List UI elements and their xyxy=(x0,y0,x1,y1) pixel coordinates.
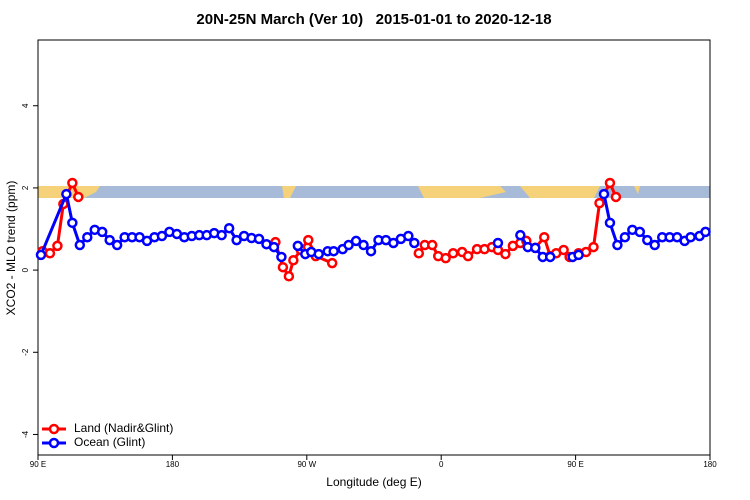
data-point xyxy=(700,226,711,238)
data-point xyxy=(604,177,616,189)
data-point xyxy=(326,257,338,269)
map-strip xyxy=(38,186,710,198)
data-point xyxy=(604,217,616,229)
data-point xyxy=(61,188,72,200)
data-point xyxy=(642,234,653,246)
data-point xyxy=(52,240,63,252)
y-tick-label: 4 xyxy=(21,103,30,108)
data-point xyxy=(216,229,227,241)
data-point xyxy=(231,234,242,246)
data-point xyxy=(634,226,646,238)
data-point xyxy=(44,248,56,259)
data-point xyxy=(343,239,354,251)
data-point xyxy=(253,233,265,245)
data-point xyxy=(223,222,235,234)
data-point xyxy=(111,239,123,251)
data-point xyxy=(67,177,78,189)
data-point xyxy=(530,242,541,254)
x-tick-label: 180 xyxy=(703,460,717,469)
data-point xyxy=(104,234,115,246)
data-point xyxy=(313,248,324,260)
data-point xyxy=(649,239,660,251)
series xyxy=(35,188,711,263)
x-tick-label: 90 W xyxy=(297,460,316,469)
data-point xyxy=(350,235,362,247)
data-point xyxy=(594,197,605,209)
data-point xyxy=(544,251,556,263)
y-tick-label: -2 xyxy=(21,348,30,356)
data-point xyxy=(500,248,511,260)
data-point xyxy=(492,237,504,249)
data-point xyxy=(388,237,399,249)
data-point xyxy=(538,231,550,243)
data-point xyxy=(35,249,47,261)
data-point xyxy=(365,245,377,257)
y-axis-label: XCO2 - MLO trend (ppm) xyxy=(4,181,18,316)
data-point xyxy=(156,230,168,242)
legend-marker xyxy=(48,437,60,449)
data-point xyxy=(413,248,425,259)
data-point xyxy=(558,244,569,256)
data-point xyxy=(292,240,304,252)
x-tick-label: 90 E xyxy=(30,460,46,469)
data-point xyxy=(283,271,295,282)
data-point xyxy=(515,229,526,241)
data-point xyxy=(409,237,420,249)
data-point xyxy=(358,239,369,251)
map-land xyxy=(282,186,296,198)
data-point xyxy=(598,188,610,200)
map-land xyxy=(418,186,506,198)
y-tick-label: 2 xyxy=(21,185,30,190)
data-point xyxy=(685,231,696,243)
x-tick-label: 180 xyxy=(166,460,180,469)
data-point xyxy=(303,234,314,246)
chart-title: 20N-25N March (Ver 10) 2015-01-01 to 202… xyxy=(196,11,551,28)
data-point xyxy=(619,231,631,243)
legend-marker xyxy=(48,423,60,435)
data-point xyxy=(403,230,414,242)
x-tick-label: 0 xyxy=(439,460,444,469)
data-point xyxy=(610,191,622,203)
map-land xyxy=(520,186,600,198)
data-point xyxy=(268,241,280,253)
x-tick-label: 90 E xyxy=(567,460,583,469)
data-point xyxy=(67,217,78,229)
data-point xyxy=(612,239,623,251)
data-point xyxy=(426,239,438,251)
data-point xyxy=(74,239,86,251)
data-point xyxy=(73,191,84,203)
y-tick-label: 0 xyxy=(21,267,30,272)
data-point xyxy=(277,261,289,273)
data-point xyxy=(462,250,474,262)
plot-frame xyxy=(37,39,711,456)
x-axis-label: Longitude (deg E) xyxy=(326,475,421,489)
map-land xyxy=(634,186,640,194)
legend-label: Ocean (Glint) xyxy=(74,435,145,449)
data-point xyxy=(96,226,108,238)
data-point xyxy=(288,254,299,266)
data-point xyxy=(440,252,451,264)
data-point xyxy=(447,248,459,259)
y-tick-label: -4 xyxy=(21,430,30,438)
data-point xyxy=(588,241,599,253)
data-point xyxy=(82,231,93,243)
data-point xyxy=(276,251,287,263)
data-point xyxy=(328,245,339,257)
legend-label: Land (Nadir&Glint) xyxy=(74,421,173,435)
data-point xyxy=(573,249,584,261)
